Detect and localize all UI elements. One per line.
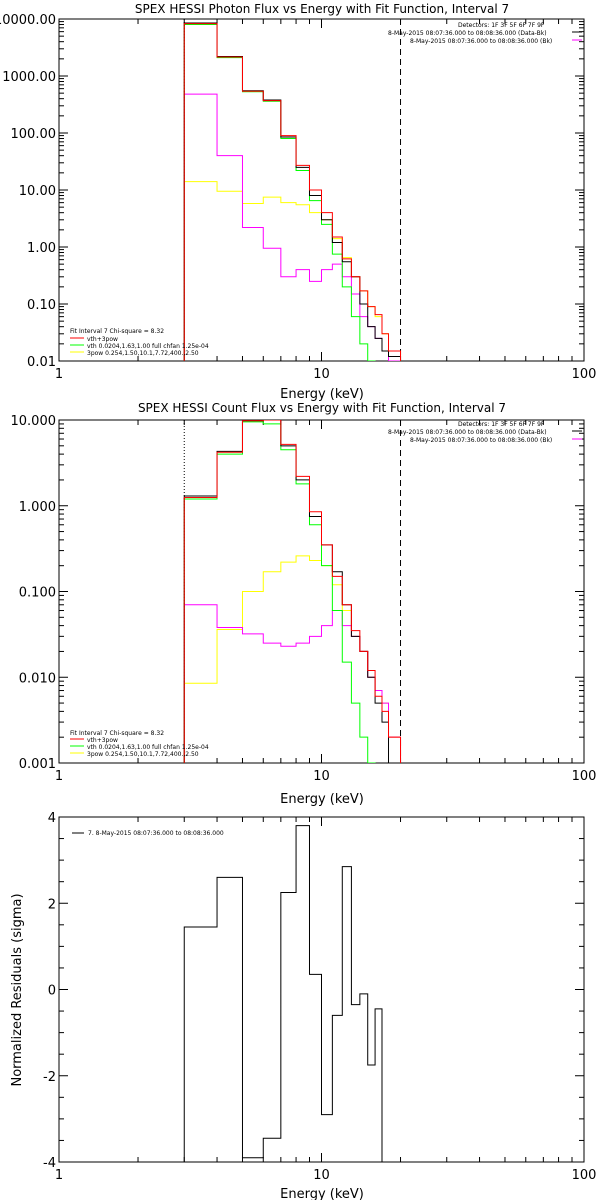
panel-1-plot-area: 1 10 100 0.01 0.10 1.00 10.00 100.00 1000.00 1000… [0,13,596,382]
panel-1-legend-vth: vth 0.0204,1.63,1.00 full chfan 1.25e-04 [87,343,209,350]
panel-1-xlabel: Energy (keV) [280,387,364,402]
panel-2-legend-3pow: 3pow 0.254,1.50,10.1,7.72,400.,2.50 [87,751,199,758]
x-tick-label: 1 [55,1168,63,1183]
panel-3-plot-area: 1 10 100 -4 -2 0 2 4 [43,811,596,1183]
panel-2-title: SPEX HESSI Count Flux vs Energy with Fit… [138,401,506,415]
y-tick-label: 2 [48,897,56,912]
panel-1-header-data: 8-May-2015 08:07:36.000 to 08:08:36.000 … [388,30,547,37]
y-tick-label: 1.00 [27,241,56,256]
y-tick-label: -2 [43,1070,56,1085]
x-tick-label: 100 [572,367,597,382]
panel-2-legend-vth: vth 0.0204,1.63,1.00 full chfan 1.25e-04 [87,744,209,751]
panel-2-legend-vth3pow: vth+3pow [87,737,118,744]
series-group [183,825,401,1162]
panel-1-header-detectors: Detectors: 1F 3F 5F 6F 7F 9F [458,22,545,29]
x-tick-label: 10 [313,367,330,382]
x-tick-label: 10 [313,1168,330,1183]
panel-1-legend-vth3pow: vth+3pow [87,336,118,343]
panel-1-fit-info: Fit Interval 7 Chi-square = 8.32 [70,328,164,335]
y-tick-label: 10000.00 [0,13,56,28]
y-tick-label: 0 [48,984,56,999]
panel-3-xlabel: Energy (keV) [280,1187,364,1200]
series-group [183,19,402,361]
y-tick-label: 0.010 [19,671,56,686]
y-tick-label: 0.10 [27,298,56,313]
y-tick-label: 1000.00 [2,70,56,85]
x-tick-label: 100 [572,769,597,784]
panel-2-xlabel: Energy (keV) [280,792,364,807]
y-tick-label: 0.01 [27,355,56,370]
y-tick-label: 10.00 [19,184,56,199]
panel-3-legend: 7. 8-May-2015 08:07:36.000 to 08:08:36.0… [88,830,224,837]
y-tick-label: 1.000 [19,500,56,515]
y-tick-label: 10.000 [11,414,57,429]
x-tick-label: 10 [313,769,330,784]
panel-3-ylabel: Normalized Residuals (sigma) [10,893,25,1086]
x-tick-label: 1 [55,769,63,784]
panel-2-plot-area: 1 10 100 0.001 0.010 0.100 1.000 10.000 [11,414,597,784]
count-flux-panel: SPEX HESSI Count Flux vs Energy with Fit… [11,401,597,807]
panel-2-fit-info: Fit Interval 7 Chi-square = 8.32 [70,730,164,737]
y-tick-label: 0.001 [19,757,56,772]
panel-2-header-detectors: Detectors: 1F 3F 5F 6F 7F 9F [458,421,545,428]
photon-flux-panel: SPEX HESSI Photon Flux vs Energy with Fi… [0,2,596,402]
y-tick-label: 100.00 [11,127,57,142]
y-tick-label: 0.100 [19,586,56,601]
panel-1-header-bk: 8-May-2015 08:07:36.000 to 08:08:36.000 … [410,38,552,45]
y-tick-label: -4 [43,1156,56,1171]
series-vth-3pow [183,23,402,361]
series-group [183,420,402,763]
x-tick-label: 1 [55,367,63,382]
series-vth [183,421,402,763]
panel-1-legend-3pow: 3pow 0.254,1.50,10.1,7.72,400.,2.50 [87,350,199,357]
x-tick-label: 100 [572,1168,597,1183]
panel-2-header-data: 8-May-2015 08:07:36.000 to 08:08:36.000 … [388,429,547,436]
series-residual [183,825,401,1162]
series-3pow [183,604,402,763]
series-vth-3pow [183,420,402,763]
residuals-panel: 1 10 100 -4 -2 0 2 4 Energy (keV) Normalized Re… [10,811,596,1200]
panel-1-title: SPEX HESSI Photon Flux vs Energy with Fi… [135,2,509,16]
y-tick-label: 4 [48,811,56,826]
panel-2-header-bk: 8-May-2015 08:07:36.000 to 08:08:36.000 … [410,437,552,444]
